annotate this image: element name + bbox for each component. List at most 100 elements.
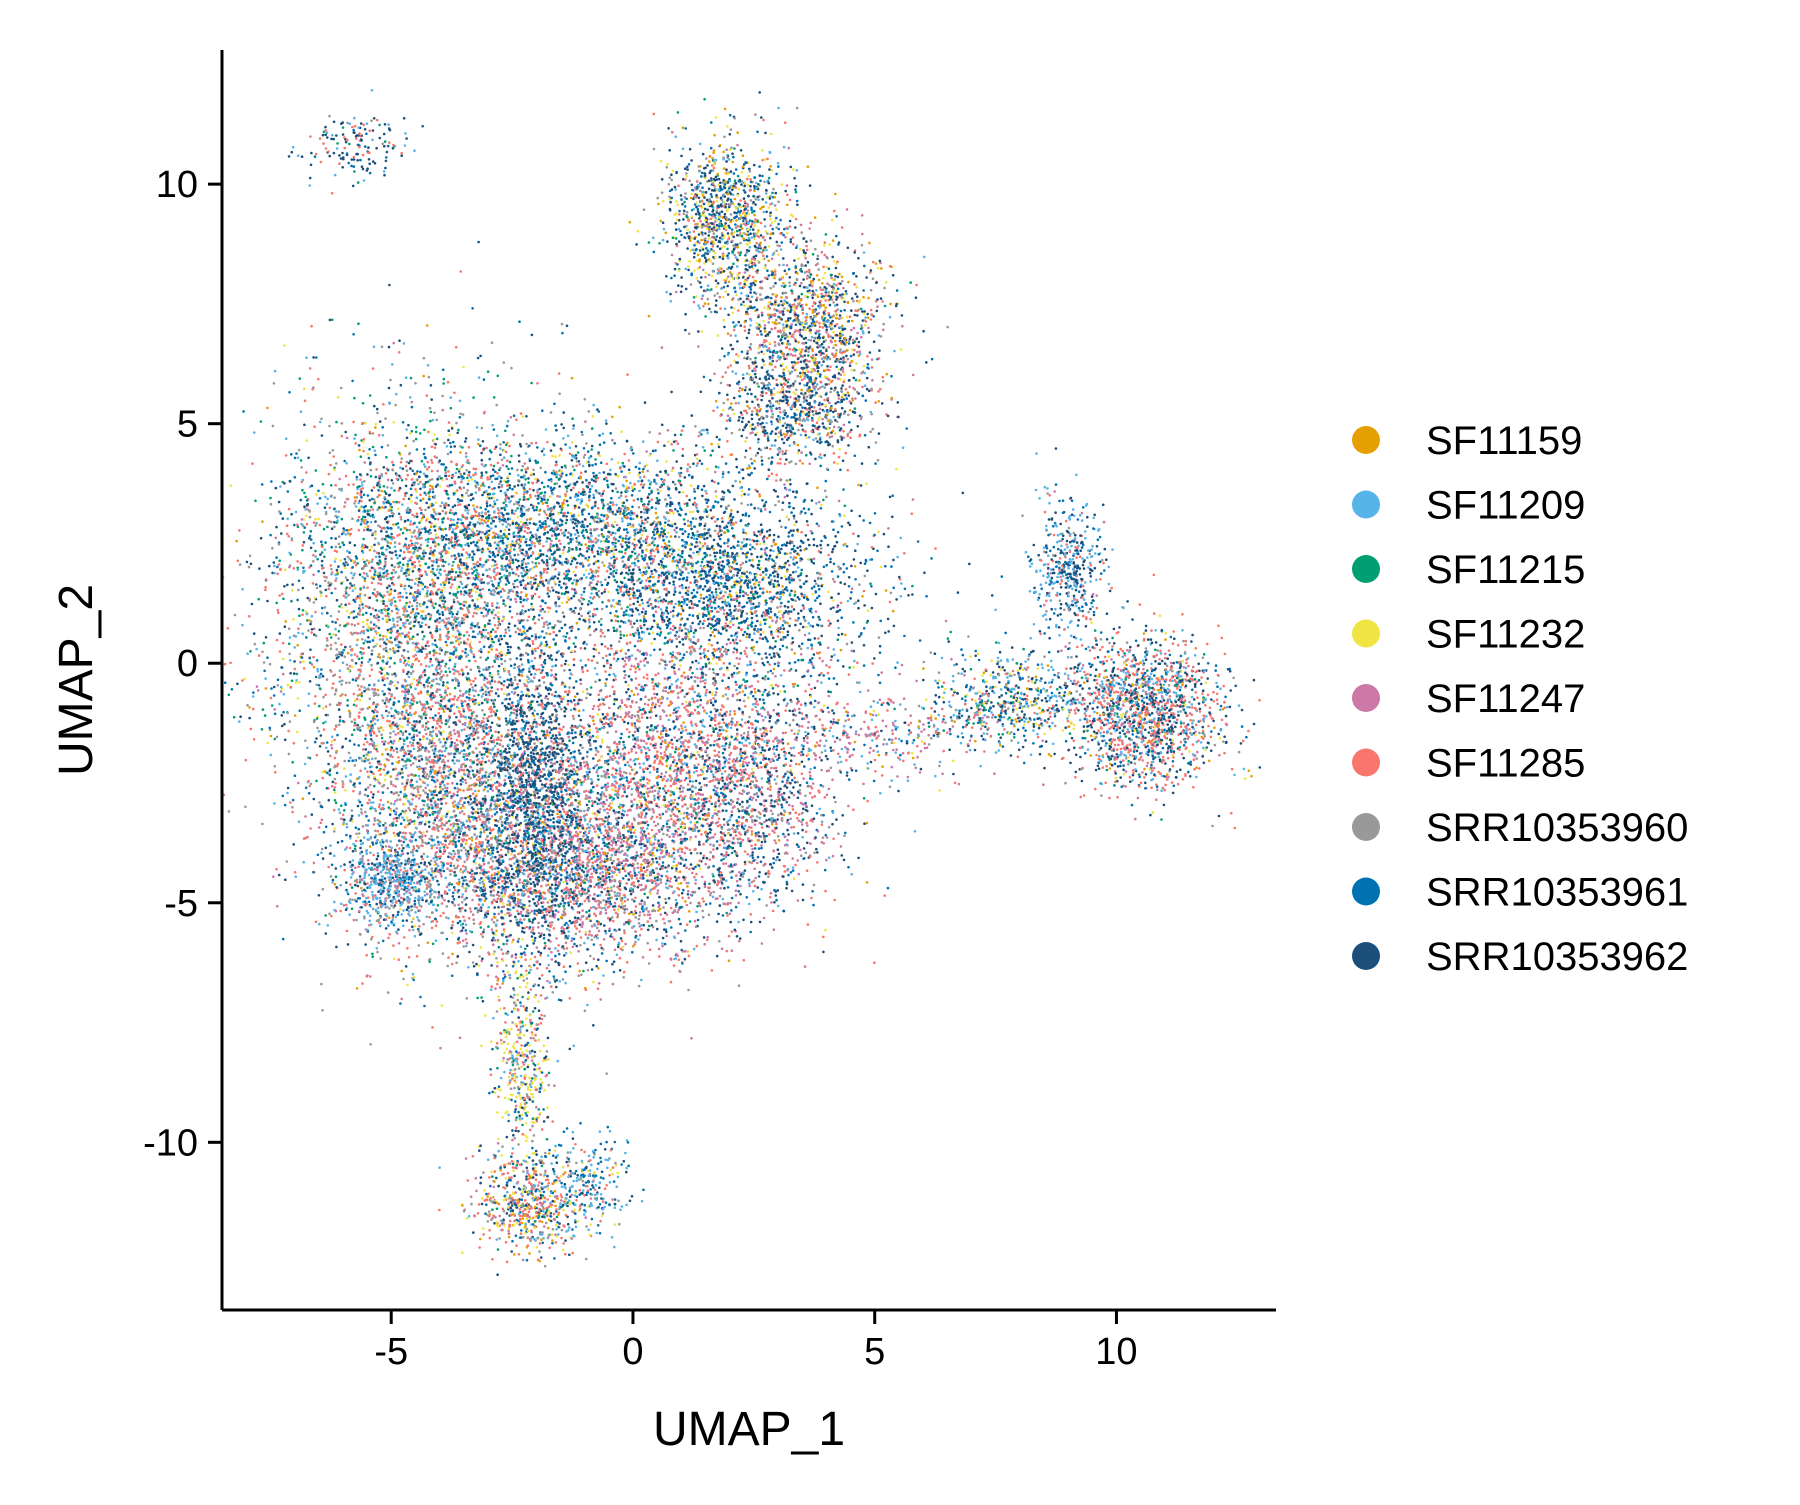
data-point bbox=[311, 582, 315, 585]
data-point bbox=[369, 720, 373, 723]
data-point bbox=[314, 920, 318, 924]
data-point bbox=[426, 702, 429, 705]
data-point bbox=[376, 631, 380, 634]
data-point bbox=[424, 623, 428, 627]
data-point bbox=[420, 536, 423, 540]
data-point bbox=[570, 376, 574, 380]
data-point bbox=[446, 765, 449, 768]
data-point bbox=[654, 610, 658, 613]
data-point bbox=[399, 822, 403, 825]
data-point bbox=[389, 577, 393, 580]
data-point bbox=[660, 530, 663, 534]
data-point bbox=[497, 680, 500, 684]
data-point bbox=[424, 529, 428, 533]
data-point bbox=[709, 454, 713, 457]
data-point bbox=[283, 625, 287, 628]
data-point bbox=[362, 743, 366, 746]
data-point bbox=[547, 507, 550, 511]
data-point bbox=[525, 544, 529, 547]
data-point bbox=[425, 394, 429, 397]
data-point bbox=[377, 609, 381, 613]
data-point bbox=[278, 702, 281, 706]
data-point bbox=[281, 641, 285, 645]
data-point bbox=[381, 699, 385, 702]
data-point bbox=[476, 560, 480, 564]
data-point bbox=[383, 527, 386, 530]
data-point bbox=[421, 587, 425, 591]
data-point bbox=[810, 512, 813, 516]
data-point bbox=[373, 722, 377, 726]
data-point bbox=[690, 527, 693, 531]
data-point bbox=[510, 366, 513, 370]
data-point bbox=[422, 374, 426, 378]
data-point bbox=[361, 440, 365, 444]
data-point bbox=[458, 602, 462, 606]
data-point bbox=[428, 651, 432, 654]
data-point bbox=[321, 482, 325, 486]
data-point bbox=[297, 631, 300, 635]
data-point bbox=[393, 489, 396, 492]
data-point bbox=[598, 443, 602, 447]
data-point bbox=[543, 636, 546, 639]
data-point bbox=[499, 489, 503, 493]
data-point bbox=[558, 392, 561, 396]
data-point bbox=[370, 649, 374, 652]
data-point bbox=[260, 728, 264, 731]
data-point bbox=[564, 521, 568, 525]
data-point bbox=[409, 763, 413, 767]
data-point bbox=[393, 541, 397, 544]
data-point bbox=[312, 870, 315, 874]
data-point bbox=[633, 561, 636, 565]
data-point bbox=[312, 573, 315, 576]
data-point bbox=[476, 564, 480, 568]
data-point bbox=[506, 459, 509, 463]
data-point bbox=[362, 437, 366, 441]
data-point bbox=[564, 576, 568, 579]
data-point bbox=[326, 644, 329, 648]
data-point bbox=[300, 656, 304, 659]
data-point bbox=[687, 473, 691, 477]
data-point bbox=[594, 500, 597, 504]
data-point bbox=[482, 378, 486, 381]
data-point bbox=[605, 654, 608, 658]
data-point bbox=[368, 706, 371, 709]
data-point bbox=[494, 536, 497, 539]
data-point bbox=[349, 582, 352, 585]
data-point bbox=[328, 424, 331, 428]
data-point bbox=[369, 528, 372, 532]
data-point bbox=[374, 422, 378, 426]
data-point bbox=[547, 524, 551, 528]
data-point bbox=[381, 617, 385, 621]
data-point bbox=[386, 747, 389, 751]
data-point bbox=[452, 622, 455, 626]
data-point bbox=[405, 478, 408, 481]
data-point bbox=[362, 586, 366, 589]
data-point bbox=[346, 622, 350, 625]
data-point bbox=[374, 453, 377, 457]
data-point bbox=[297, 579, 301, 583]
data-point bbox=[320, 434, 324, 437]
data-point bbox=[335, 568, 339, 572]
data-point bbox=[488, 543, 491, 547]
data-point bbox=[644, 529, 647, 532]
data-point bbox=[546, 536, 549, 540]
data-point bbox=[325, 637, 329, 640]
data-point bbox=[389, 589, 393, 593]
data-point bbox=[287, 535, 291, 538]
data-point bbox=[251, 462, 254, 465]
data-point bbox=[481, 440, 485, 443]
data-point bbox=[410, 713, 413, 717]
data-point bbox=[612, 605, 616, 608]
data-point bbox=[238, 529, 241, 532]
data-point bbox=[363, 480, 366, 483]
data-point bbox=[471, 556, 474, 559]
data-point bbox=[368, 430, 372, 434]
data-point bbox=[325, 576, 328, 579]
data-point bbox=[585, 530, 589, 534]
data-point bbox=[385, 649, 388, 653]
data-point bbox=[310, 631, 313, 634]
data-point bbox=[343, 655, 347, 659]
data-point bbox=[527, 527, 530, 531]
data-point bbox=[415, 604, 419, 608]
data-point bbox=[545, 525, 548, 528]
